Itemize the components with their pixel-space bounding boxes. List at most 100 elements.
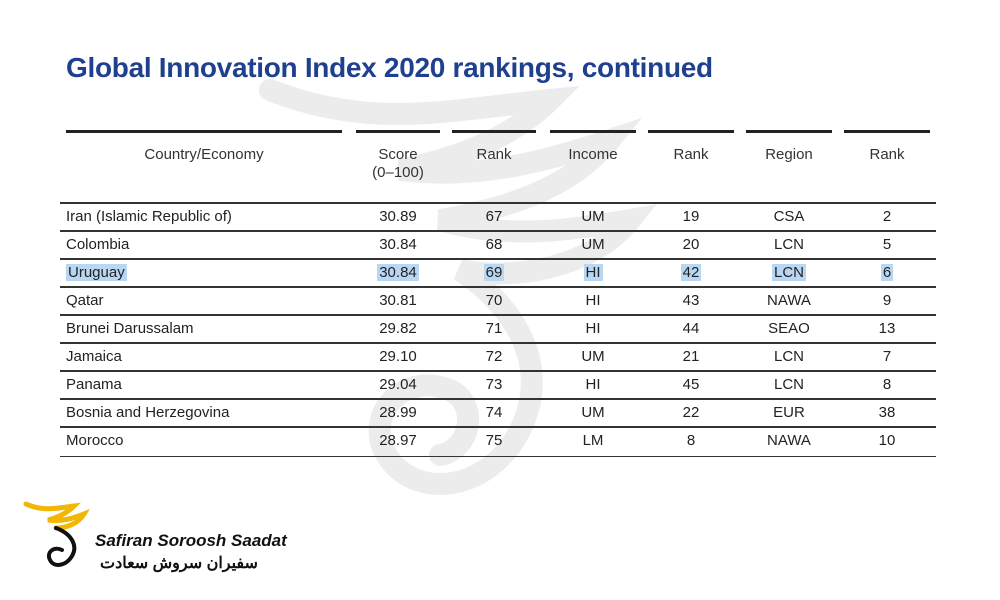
cell-income-rank: 44 bbox=[648, 318, 734, 340]
cell-income: HI bbox=[550, 290, 636, 312]
cell-region-rank: 9 bbox=[844, 290, 930, 312]
cell-rank: 75 bbox=[452, 430, 536, 452]
cell-score-text: 28.99 bbox=[379, 404, 417, 421]
cell-rank-text: 69 bbox=[483, 264, 505, 281]
cell-income: LM bbox=[550, 430, 636, 452]
cell-region-rank: 8 bbox=[844, 374, 930, 396]
header-score: Score (0–100) bbox=[356, 146, 440, 182]
cell-country: Iran (Islamic Republic of) bbox=[66, 206, 326, 228]
cell-income-rank-text: 42 bbox=[680, 264, 702, 281]
cell-rank: 69 bbox=[452, 262, 536, 284]
cell-country: Qatar bbox=[66, 290, 326, 312]
cell-income-rank: 21 bbox=[648, 346, 734, 368]
cell-income: HI bbox=[550, 262, 636, 284]
cell-region-text: LCN bbox=[773, 348, 804, 365]
cell-score-text: 30.84 bbox=[377, 264, 419, 281]
cell-income: UM bbox=[550, 206, 636, 228]
cell-income-text: LM bbox=[582, 432, 604, 449]
cell-region-rank-text: 38 bbox=[878, 404, 896, 421]
cell-income-rank: 8 bbox=[648, 430, 734, 452]
header-rule bbox=[844, 130, 930, 133]
table-row: Qatar 30.81 70 HI 43 NAWA 9 bbox=[60, 286, 936, 316]
cell-income-rank: 19 bbox=[648, 206, 734, 228]
cell-region-rank: 5 bbox=[844, 234, 930, 256]
cell-score: 30.84 bbox=[356, 262, 440, 284]
cell-country-text: Colombia bbox=[66, 236, 130, 253]
cell-score: 30.81 bbox=[356, 290, 440, 312]
cell-income: HI bbox=[550, 318, 636, 340]
table-row: Jamaica 29.10 72 UM 21 LCN 7 bbox=[60, 342, 936, 372]
cell-income-rank-text: 19 bbox=[682, 208, 700, 225]
cell-income-text: HI bbox=[583, 264, 603, 281]
cell-score: 29.04 bbox=[356, 374, 440, 396]
cell-region: NAWA bbox=[746, 430, 832, 452]
cell-income: UM bbox=[550, 346, 636, 368]
cell-score-text: 29.10 bbox=[379, 348, 417, 365]
header-income: Income bbox=[568, 146, 618, 163]
cell-country: Uruguay bbox=[66, 262, 326, 284]
cell-region-text: CSA bbox=[773, 208, 805, 225]
cell-region-rank: 13 bbox=[844, 318, 930, 340]
bird-logo-icon bbox=[23, 501, 90, 567]
cell-region-text: EUR bbox=[773, 404, 805, 421]
header-rule bbox=[356, 130, 440, 133]
cell-region-text: LCN bbox=[773, 236, 804, 253]
cell-score: 30.84 bbox=[356, 234, 440, 256]
brand-name-fa: سفیران سروش سعادت bbox=[100, 555, 258, 572]
cell-rank: 70 bbox=[452, 290, 536, 312]
cell-score: 28.97 bbox=[356, 430, 440, 452]
cell-country-text: Brunei Darussalam bbox=[66, 320, 194, 337]
header-region-rank: Rank bbox=[869, 146, 905, 163]
table-row: Bosnia and Herzegovina 28.99 74 UM 22 EUR 38 bbox=[60, 398, 936, 428]
brand-logo: Safiran Soroosh Saadat سفیران سروش سعادت bbox=[22, 498, 302, 578]
cell-rank: 73 bbox=[452, 374, 536, 396]
table-row: Iran (Islamic Republic of) 30.89 67 UM 19 CSA… bbox=[60, 202, 936, 232]
header-rule bbox=[66, 130, 342, 133]
cell-rank: 74 bbox=[452, 402, 536, 424]
cell-country-text: Bosnia and Herzegovina bbox=[66, 404, 230, 421]
cell-score: 28.99 bbox=[356, 402, 440, 424]
cell-region-text: NAWA bbox=[767, 292, 811, 309]
cell-region-rank: 2 bbox=[844, 206, 930, 228]
cell-country-text: Morocco bbox=[66, 432, 124, 449]
cell-income-rank-text: 22 bbox=[682, 404, 700, 421]
cell-region: SEAO bbox=[746, 318, 832, 340]
cell-region-rank-text: 10 bbox=[878, 432, 896, 449]
header-region: Region bbox=[765, 146, 813, 163]
cell-country: Morocco bbox=[66, 430, 326, 452]
cell-region-rank-text: 9 bbox=[882, 292, 892, 309]
cell-rank-text: 72 bbox=[485, 348, 503, 365]
table-row: Colombia 30.84 68 UM 20 LCN 5 bbox=[60, 230, 936, 260]
cell-score: 30.89 bbox=[356, 206, 440, 228]
cell-region: LCN bbox=[746, 234, 832, 256]
brand-name-en: Safiran Soroosh Saadat bbox=[95, 531, 287, 550]
cell-income-rank: 43 bbox=[648, 290, 734, 312]
cell-region: LCN bbox=[746, 374, 832, 396]
cell-score: 29.10 bbox=[356, 346, 440, 368]
header-score-label: Score bbox=[378, 146, 418, 163]
cell-income: HI bbox=[550, 374, 636, 396]
cell-rank: 71 bbox=[452, 318, 536, 340]
cell-rank-text: 73 bbox=[485, 376, 503, 393]
cell-country: Panama bbox=[66, 374, 326, 396]
cell-score-text: 30.84 bbox=[379, 236, 417, 253]
cell-country: Bosnia and Herzegovina bbox=[66, 402, 326, 424]
header-rule bbox=[550, 130, 636, 133]
cell-region-rank: 10 bbox=[844, 430, 930, 452]
cell-region-text: LCN bbox=[773, 376, 804, 393]
cell-country: Colombia bbox=[66, 234, 326, 256]
cell-score-text: 30.81 bbox=[379, 292, 417, 309]
header-rule bbox=[648, 130, 734, 133]
table-row: Brunei Darussalam 29.82 71 HI 44 SEAO 13 bbox=[60, 314, 936, 344]
cell-country-text: Panama bbox=[66, 376, 122, 393]
cell-region: LCN bbox=[746, 346, 832, 368]
cell-rank: 72 bbox=[452, 346, 536, 368]
cell-income-rank: 45 bbox=[648, 374, 734, 396]
cell-rank-text: 67 bbox=[485, 208, 503, 225]
cell-income-text: UM bbox=[581, 236, 605, 253]
cell-score-text: 30.89 bbox=[379, 208, 417, 225]
cell-income-rank-text: 20 bbox=[682, 236, 700, 253]
cell-region-text: NAWA bbox=[767, 432, 811, 449]
cell-income-rank-text: 45 bbox=[682, 376, 700, 393]
header-rank: Rank bbox=[476, 146, 512, 163]
